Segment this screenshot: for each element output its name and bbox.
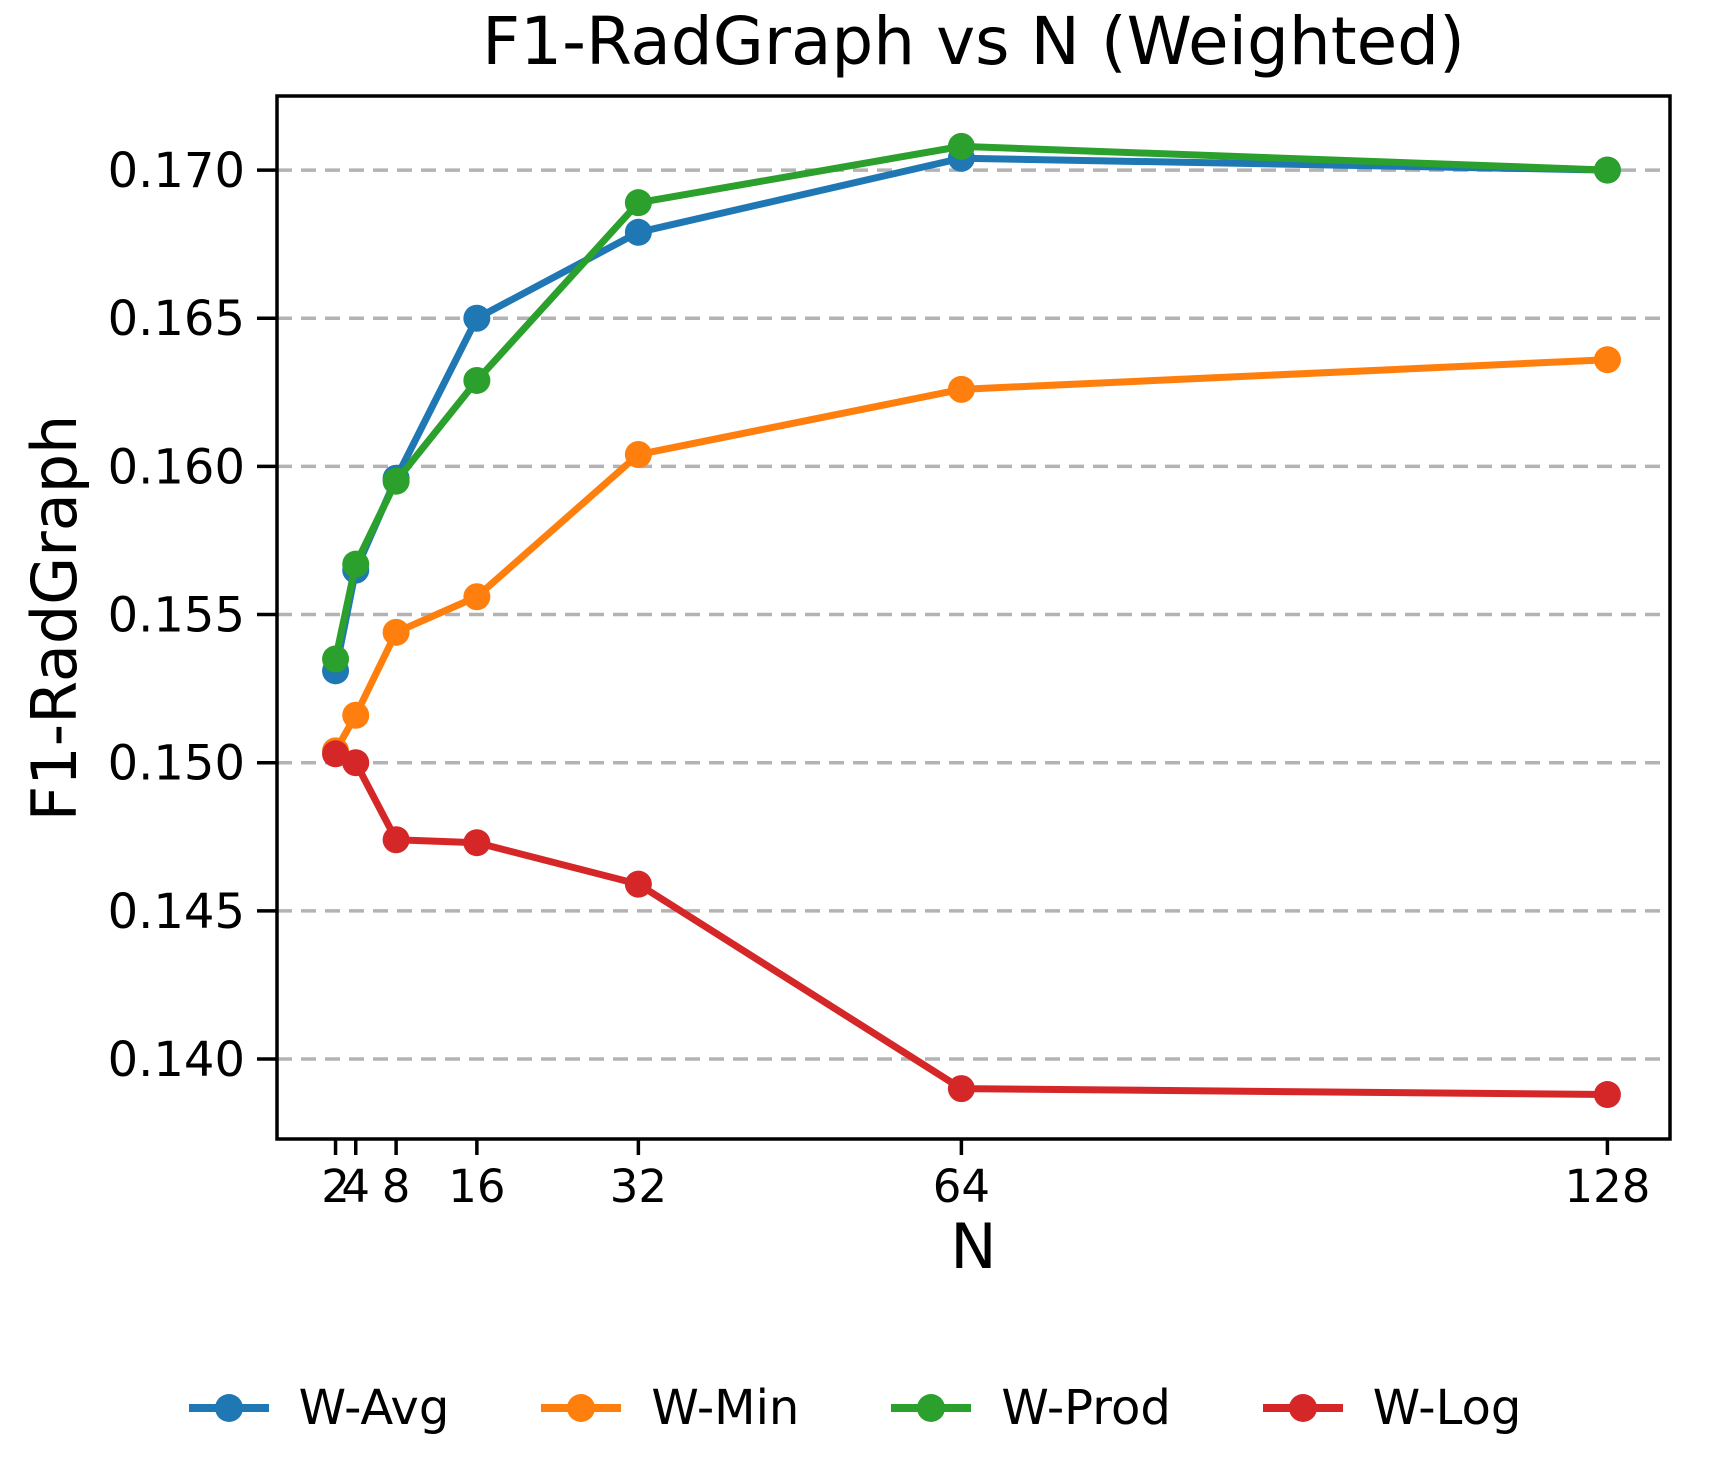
- axes-frame: [275, 94, 1672, 1141]
- series-point-w-prod-n2: [322, 645, 350, 673]
- legend-label-w-log: W-Log: [1372, 1380, 1522, 1436]
- x-axis-label: N: [950, 1210, 997, 1283]
- legend-label-w-avg: W-Avg: [298, 1380, 450, 1436]
- series-line-w-min: [332, 356, 1611, 755]
- legend-marker-w-min: [541, 1391, 622, 1425]
- y-tick-label-0.145: 0.145: [108, 884, 245, 940]
- series-point-w-avg-n32: [624, 218, 652, 246]
- series-point-w-min-n32: [624, 441, 652, 469]
- series-point-w-prod-n16: [463, 366, 491, 394]
- series-point-w-min-n8: [382, 618, 410, 646]
- series-point-w-min-n64: [947, 375, 975, 403]
- series-point-w-log-n128: [1593, 1081, 1621, 1109]
- x-tick-label-128: 128: [1564, 1160, 1650, 1213]
- series-point-w-prod-n8: [382, 467, 410, 495]
- legend-marker-w-log: [1262, 1391, 1343, 1425]
- legend-marker-w-avg: [188, 1391, 269, 1425]
- series-line-w-prod: [332, 142, 1611, 663]
- x-tick-label-64: 64: [933, 1160, 990, 1213]
- x-tick-label-2: 2: [321, 1160, 350, 1213]
- legend-label-w-min: W-Min: [651, 1380, 800, 1436]
- legend-marker-w-prod: [891, 1391, 972, 1425]
- y-tick-label-0.160: 0.160: [108, 439, 245, 495]
- legend-label-w-prod: W-Prod: [1001, 1380, 1171, 1436]
- series-point-w-min-n4: [342, 701, 370, 729]
- x-tick-label-32: 32: [610, 1160, 667, 1213]
- legend: W-Avg W-Min W-Prod W-Log: [0, 1372, 1710, 1444]
- series-point-w-min-n128: [1593, 346, 1621, 374]
- series-point-w-log-n64: [947, 1075, 975, 1103]
- legend-item-w-log: W-Log: [1262, 1380, 1522, 1436]
- plot-area: 0.140 0.145 0.150 0.155 0.160 0.165 0.170 24 8 16…: [108, 94, 1672, 1213]
- series-point-w-log-n2: [322, 740, 350, 768]
- legend-dot-w-log: [1288, 1394, 1317, 1422]
- legend-item-w-avg: W-Avg: [188, 1380, 450, 1436]
- y-tick-label-0.150: 0.150: [108, 736, 245, 792]
- legend-item-w-prod: W-Prod: [891, 1380, 1171, 1436]
- series-point-w-prod-n128: [1593, 156, 1621, 184]
- series-line-w-log: [332, 750, 1611, 1099]
- y-tick-label-0.165: 0.165: [108, 291, 245, 347]
- series-point-w-log-n8: [382, 826, 410, 854]
- y-tick-label-0.140: 0.140: [108, 1032, 245, 1088]
- y-tick-label-0.155: 0.155: [108, 588, 245, 644]
- x-tick-label-4: 4: [341, 1160, 370, 1213]
- legend-dot-w-avg: [214, 1394, 243, 1422]
- series-point-w-min-n16: [463, 583, 491, 611]
- series-point-w-log-n16: [463, 829, 491, 857]
- legend-item-w-min: W-Min: [541, 1384, 799, 1432]
- series-point-w-log-n32: [624, 870, 652, 898]
- series-line-w-avg: [332, 154, 1611, 675]
- y-tick-label-0.170: 0.170: [108, 143, 245, 199]
- chart-title: F1-RadGraph vs N (Weighted): [482, 3, 1465, 80]
- x-tick-label-16: 16: [448, 1160, 505, 1213]
- series-point-w-avg-n16: [463, 304, 491, 332]
- legend-dot-w-prod: [917, 1394, 946, 1422]
- series-point-w-prod-n4: [342, 550, 370, 578]
- series-point-w-prod-n32: [624, 189, 652, 217]
- series-point-w-log-n4: [342, 749, 370, 777]
- x-tick-label-8: 8: [382, 1160, 411, 1213]
- legend-dot-w-min: [567, 1394, 596, 1422]
- series-point-w-prod-n64: [947, 132, 975, 160]
